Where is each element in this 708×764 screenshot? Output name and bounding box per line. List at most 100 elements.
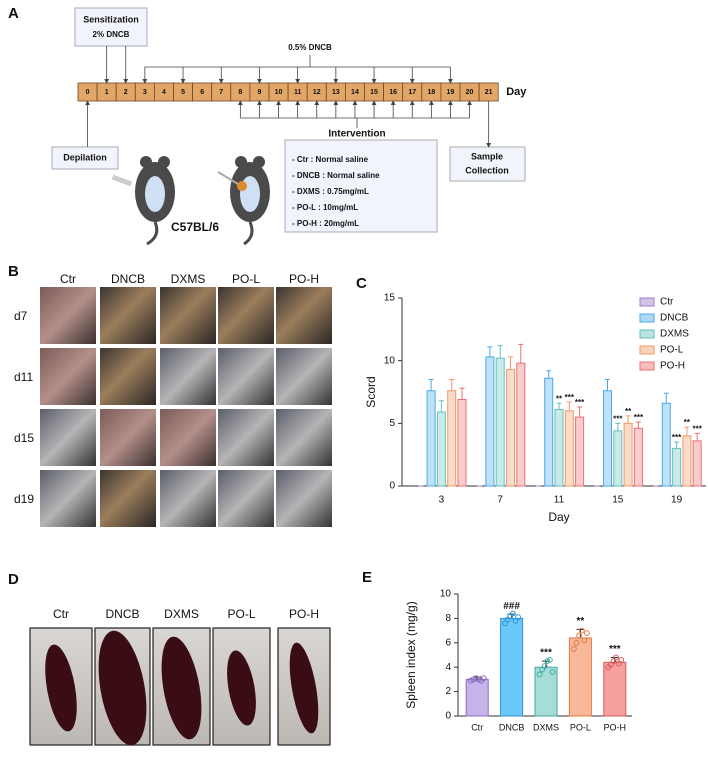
spleen: [289, 642, 319, 734]
day-number: 4: [162, 89, 166, 96]
skin-photo: [40, 348, 96, 405]
day-number: 7: [219, 89, 223, 96]
bar: [544, 377, 554, 487]
day-number: 18: [427, 89, 435, 96]
error-bar: [674, 441, 680, 449]
mouse-icon: [217, 156, 270, 246]
intervention-item: - PO-L : 10mg/mL: [292, 203, 358, 212]
skin-photo: [100, 348, 156, 405]
row-label: d7: [14, 309, 28, 323]
significance: ***: [540, 648, 552, 659]
day-number: 3: [143, 89, 147, 96]
skin-photo: [276, 470, 332, 527]
spleen: [161, 636, 202, 740]
legend-swatch: [639, 345, 655, 355]
timeline: 0 1 2 3 4 5 6 7 8 9 10 11 12 13 14 15 16 17 18 19 20 21 Day: [77, 46, 527, 148]
y-tick-label: 0: [445, 711, 451, 722]
sensitization-box: [74, 7, 148, 47]
data-point: [578, 627, 585, 634]
error-bar: [605, 378, 610, 391]
depilation-label: Depilation: [63, 152, 107, 162]
data-point: [510, 610, 516, 617]
significance: ***: [565, 393, 575, 402]
skin-photo: [218, 470, 274, 527]
significance: **: [684, 418, 691, 427]
photo-grid: Ctr DNCB DXMS PO-L PO-H d7 d11 d15 d19: [14, 272, 332, 527]
day-number: 17: [408, 89, 416, 96]
significance: **: [625, 407, 632, 416]
error-bar: [625, 415, 631, 424]
x-axis-label: Day: [548, 510, 569, 524]
panel-label: E: [362, 569, 372, 586]
spleen-label: PO-H: [289, 607, 319, 621]
error-bar: [508, 356, 513, 370]
bar: [692, 440, 702, 487]
day-number: 2: [124, 89, 128, 96]
spleen-label: DNCB: [105, 607, 139, 621]
error-bar: [438, 400, 444, 413]
intervention-title: Intervention: [328, 129, 385, 140]
error-bar: [497, 345, 503, 359]
intervention-item: - PO-H : 20mg/mL: [292, 219, 359, 228]
skin-photo: [160, 287, 216, 344]
legend-swatch: [639, 297, 655, 307]
sensitization-dose: 2% DNCB: [93, 30, 130, 39]
x-tick-label: PO-L: [570, 722, 591, 732]
legend-swatch: [639, 361, 655, 371]
bar: [457, 399, 467, 487]
error-bar: [635, 421, 641, 429]
skin-photo: [100, 409, 156, 466]
significance: ***: [693, 424, 703, 433]
data-point: [573, 639, 580, 646]
bar: [516, 362, 526, 487]
error-bar: [546, 370, 552, 379]
error-bar: [694, 432, 700, 441]
data-point: [480, 675, 487, 682]
data-point: [581, 637, 588, 644]
column-label: DNCB: [111, 272, 145, 286]
legend-label: PO-H: [660, 361, 685, 372]
skin-photo: [276, 287, 332, 344]
intervention-item: - DXMS : 0.75mg/mL: [292, 187, 369, 196]
x-tick-label: 15: [612, 495, 624, 506]
bar: [506, 368, 515, 487]
y-tick-label: 10: [440, 589, 452, 600]
significance: **: [577, 616, 585, 627]
y-tick-label: 0: [389, 481, 395, 492]
bar: [623, 422, 633, 487]
legend-label: Ctr: [660, 297, 674, 308]
skin-photo: [160, 348, 216, 405]
y-tick-label: 8: [445, 613, 451, 624]
skin-photo: [40, 287, 96, 344]
y-tick-label: 5: [389, 418, 395, 429]
bar: [568, 637, 592, 717]
bar: [500, 617, 524, 717]
day-number: 15: [370, 89, 378, 96]
error-bar: [556, 402, 562, 410]
skin-photo: [276, 409, 332, 466]
column-label: Ctr: [60, 272, 76, 286]
panel-label: A: [8, 5, 19, 22]
row-label: d15: [14, 431, 34, 445]
day-number: 14: [351, 89, 359, 96]
spleen-label: DXMS: [164, 607, 199, 621]
skin-photo: [276, 348, 332, 405]
day-number: 1: [105, 89, 109, 96]
spleen: [98, 630, 147, 746]
row-label: d19: [14, 492, 34, 506]
significance: ***: [575, 398, 585, 407]
bar: [603, 390, 612, 487]
skin-photo: [218, 409, 274, 466]
day-number: 13: [332, 89, 340, 96]
day-number: 0: [86, 89, 90, 96]
skin-photo: [100, 470, 156, 527]
skin-photo: [40, 470, 96, 527]
bar: [465, 678, 489, 717]
bar: [613, 430, 623, 487]
skin-photo: [218, 348, 274, 405]
day-number: 10: [275, 89, 283, 96]
significance: **: [556, 394, 563, 403]
day-number: 8: [238, 89, 242, 96]
